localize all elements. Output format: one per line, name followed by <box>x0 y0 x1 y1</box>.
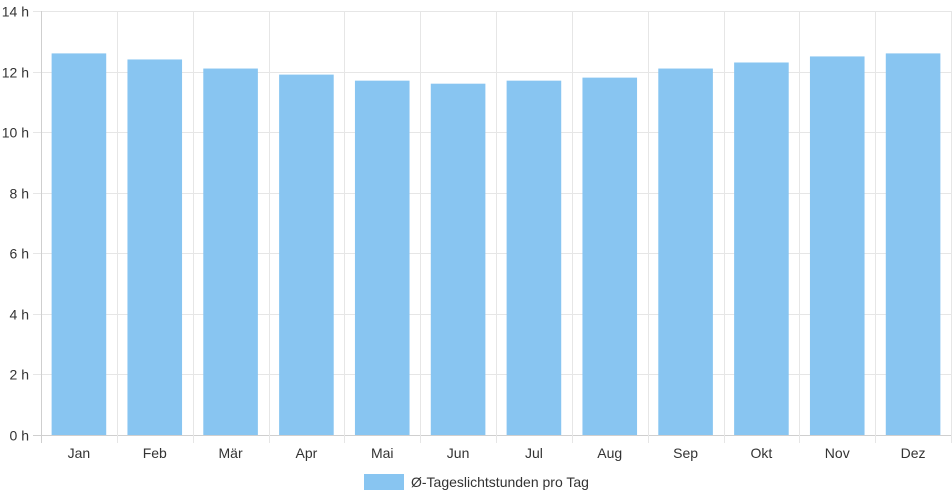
x-tick-label: Jun <box>447 445 470 461</box>
grid <box>33 11 952 443</box>
bar[interactable] <box>127 59 183 435</box>
bar[interactable] <box>734 62 789 435</box>
bar[interactable] <box>430 83 486 435</box>
x-tick-label: Okt <box>751 445 773 461</box>
y-tick-label: 2 h <box>10 367 29 383</box>
x-tick-label: Apr <box>296 445 318 461</box>
y-tick-label: 6 h <box>10 246 29 262</box>
bar[interactable] <box>658 68 713 436</box>
x-tick-label: Sep <box>673 445 698 461</box>
y-tick-label: 4 h <box>10 307 29 323</box>
bar[interactable] <box>354 80 410 436</box>
bar[interactable] <box>279 74 334 435</box>
bar[interactable] <box>51 53 107 436</box>
x-tick-label: Dez <box>901 445 926 461</box>
y-tick-label: 14 h <box>2 4 29 20</box>
bar[interactable] <box>885 53 941 436</box>
y-tick-label: 0 h <box>10 428 29 444</box>
x-tick-label: Jul <box>525 445 543 461</box>
legend-swatch[interactable] <box>364 474 404 490</box>
legend-label[interactable]: Ø-Tageslichtstunden pro Tag <box>411 474 589 490</box>
bar[interactable] <box>809 56 865 436</box>
axes: 0 h 2 h 4 h 6 h 8 h 10 h 12 h 14 h Jan Feb Mär Apr M… <box>2 4 926 462</box>
bar[interactable] <box>582 77 638 435</box>
legend[interactable]: Ø-Tageslichtstunden pro Tag <box>364 474 589 490</box>
x-tick-label: Nov <box>825 445 850 461</box>
y-tick-label: 8 h <box>10 186 29 202</box>
x-tick-label: Feb <box>143 445 167 461</box>
y-tick-label: 10 h <box>2 125 29 141</box>
bar[interactable] <box>506 80 562 436</box>
x-tick-label: Mai <box>371 445 394 461</box>
bar-series <box>51 53 941 436</box>
x-tick-label: Mär <box>219 445 243 461</box>
x-tick-label: Aug <box>597 445 622 461</box>
y-tick-label: 12 h <box>2 65 29 81</box>
bar[interactable] <box>203 68 258 436</box>
x-tick-label: Jan <box>68 445 91 461</box>
